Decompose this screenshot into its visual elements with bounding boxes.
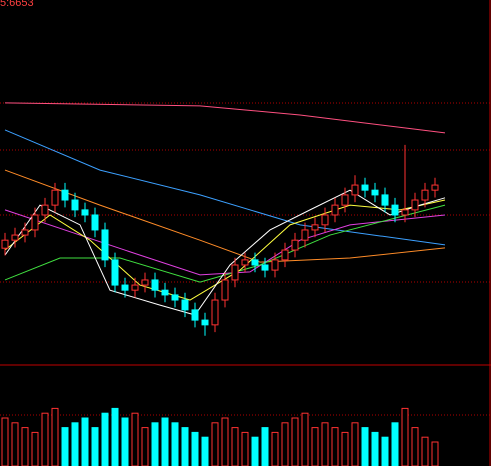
volume-bar (41, 412, 49, 466)
volume-bar (251, 436, 259, 466)
volume-bar (211, 422, 219, 466)
volume-bar (21, 427, 29, 466)
candle-body (251, 259, 259, 266)
volume-bar (371, 431, 379, 466)
volume-bar (81, 417, 89, 466)
candle-body (71, 199, 79, 211)
volume-bar (1, 417, 9, 466)
candle-body (331, 204, 339, 216)
candle-body (401, 209, 409, 216)
volume-bar (321, 422, 329, 466)
volume-bar (141, 427, 149, 466)
candle-body (181, 299, 189, 311)
candle-body (211, 299, 219, 326)
candle-body (311, 224, 319, 231)
volume-bar (151, 422, 159, 466)
volume-bar (61, 427, 69, 466)
volume-bar (301, 412, 309, 466)
candle-body (231, 264, 239, 281)
candle-body (1, 239, 9, 249)
volume-bar (351, 422, 359, 466)
volume-bar (11, 422, 19, 466)
volume-bar (261, 427, 269, 466)
volume-bar (421, 436, 429, 466)
volume-bar (331, 427, 339, 466)
candle-body (141, 279, 149, 286)
volume-bar (281, 422, 289, 466)
candle-body (411, 199, 419, 211)
volume-bar (171, 422, 179, 466)
candle-body (351, 184, 359, 196)
volume-bar (121, 417, 129, 466)
candle-body (161, 289, 169, 296)
volume-bar (31, 431, 39, 466)
volume-bar (131, 412, 139, 466)
candle-body (321, 214, 329, 226)
candle-body (131, 284, 139, 291)
volume-bar (71, 422, 79, 466)
candle-body (301, 229, 309, 241)
candle-body (371, 189, 379, 196)
candle-body (61, 189, 69, 201)
volume-bar (231, 427, 239, 466)
candle-body (51, 189, 59, 206)
candle-body (41, 204, 49, 216)
indicator-label: 5:6653 (0, 0, 34, 9)
candle-body (291, 239, 299, 251)
volume-bar (91, 427, 99, 466)
volume-bar (391, 422, 399, 466)
candle-body (31, 214, 39, 231)
volume-bar (271, 431, 279, 466)
moving-average (4, 189, 446, 316)
candle-body (81, 209, 89, 216)
moving-average (4, 209, 446, 276)
volume-bar (431, 441, 439, 466)
candle-body (11, 234, 19, 241)
volume-bar (221, 417, 229, 466)
candle-body (261, 264, 269, 271)
volume-bar (381, 436, 389, 466)
candle-body (201, 319, 209, 326)
candle-body (151, 279, 159, 291)
candle-body (121, 284, 129, 291)
candle-body (241, 259, 249, 266)
candle-body (341, 194, 349, 206)
volume-bar (361, 427, 369, 466)
moving-average (4, 199, 446, 301)
volume-bar (341, 431, 349, 466)
volume-bar (311, 427, 319, 466)
volume-bar (191, 431, 199, 466)
volume-bar (51, 407, 59, 466)
moving-average (4, 204, 446, 283)
candle-body (221, 279, 229, 301)
candle-body (381, 194, 389, 206)
volume-bar (161, 417, 169, 466)
volume-bar (201, 436, 209, 466)
volume-bar (401, 407, 409, 466)
candle-body (421, 189, 429, 201)
candle-body (111, 259, 119, 286)
candle-body (191, 309, 199, 321)
volume-bar (111, 407, 119, 466)
moving-average (4, 129, 446, 246)
volume-bar (101, 412, 109, 466)
candle-body (361, 184, 369, 191)
candle-body (21, 229, 29, 236)
volume-bar (291, 417, 299, 466)
candle-body (171, 294, 179, 301)
candle-body (101, 229, 109, 261)
volume-bar (241, 431, 249, 466)
moving-average (4, 169, 446, 263)
candle-body (281, 249, 289, 261)
candle-body (391, 204, 399, 216)
candle-body (271, 259, 279, 271)
candle-body (91, 214, 99, 231)
volume-bar (181, 427, 189, 466)
candle-body (431, 184, 439, 191)
moving-average (4, 102, 446, 134)
volume-bar (411, 427, 419, 466)
